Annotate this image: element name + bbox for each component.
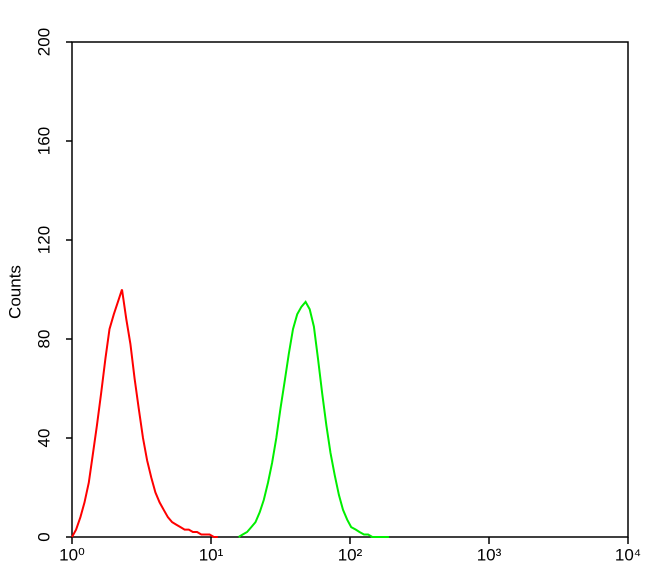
histogram-line [238,300,390,538]
plot-frame [71,41,629,538]
x-tick-label: 10¹ [199,545,224,564]
y-tick-label: 200 [34,28,53,56]
histogram-line [71,289,218,538]
y-tick-label: 80 [34,330,53,349]
y-tick-label: 160 [34,127,53,155]
x-tick-label: 10⁴ [615,545,641,564]
y-tick-label: 0 [34,532,53,541]
x-tick-label: 10² [338,545,363,564]
y-tick-label: 120 [34,226,53,254]
y-tick-label: 40 [34,429,53,448]
y-axis-label: Counts [5,265,24,319]
x-tick-label: 10³ [477,545,502,564]
x-tick-label: 10⁰ [59,545,85,564]
